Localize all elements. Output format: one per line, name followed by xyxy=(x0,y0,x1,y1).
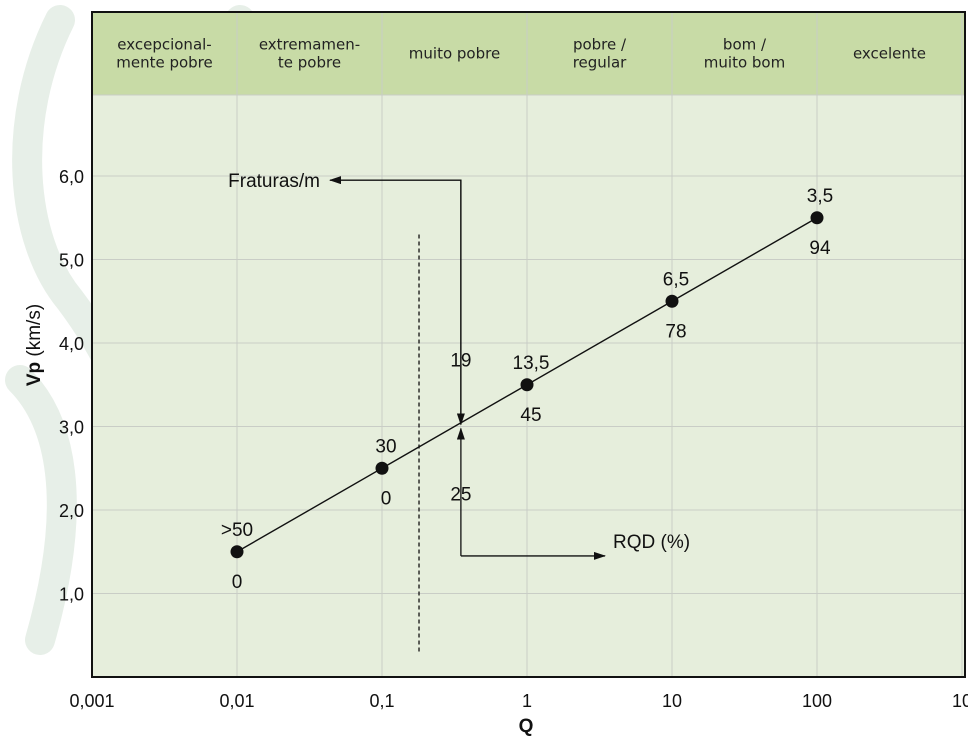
y-tick-label: 5,0 xyxy=(59,251,84,271)
quality-band-label: muito bom xyxy=(704,54,785,72)
plot-area xyxy=(92,12,965,677)
quality-band-header xyxy=(92,12,965,95)
x-tick-label: 10 xyxy=(662,691,682,711)
quality-band-label: te pobre xyxy=(278,54,341,72)
x-tick-label: 1 xyxy=(522,691,532,711)
y-tick-label: 2,0 xyxy=(59,501,84,521)
fraturas-value-label: 19 xyxy=(450,351,471,372)
quality-band-label: pobre / xyxy=(573,36,627,54)
rqd-point-label: 94 xyxy=(809,238,831,259)
rqd-point-label: 45 xyxy=(520,405,541,426)
quality-band-label: regular xyxy=(573,54,627,72)
quality-band-label: excepcional- xyxy=(117,36,211,54)
x-tick-label: 0,01 xyxy=(219,691,254,711)
x-tick-label: 0,001 xyxy=(69,691,114,711)
data-point xyxy=(520,378,534,392)
y-tick-label: 4,0 xyxy=(59,334,84,354)
quality-band-label: muito pobre xyxy=(409,45,500,63)
y-axis-title: Vp (km/s) xyxy=(24,304,45,386)
quality-band-label: extremamen- xyxy=(259,36,360,54)
quality-band-label: excelente xyxy=(853,45,926,63)
rqd-value-label: 25 xyxy=(450,484,471,505)
data-point xyxy=(375,461,389,475)
x-tick-label: 10 xyxy=(952,691,968,711)
data-point xyxy=(230,545,244,559)
data-point xyxy=(810,211,824,225)
fraturas-point-label: >50 xyxy=(221,520,253,541)
y-tick-label: 3,0 xyxy=(59,418,84,438)
x-axis-title: Q xyxy=(519,716,534,737)
y-tick-label: 1,0 xyxy=(59,585,84,605)
x-tick-label: 0,1 xyxy=(369,691,394,711)
x-tick-label: 100 xyxy=(802,691,832,711)
quality-band-label: bom / xyxy=(723,36,767,54)
fraturas-point-label: 30 xyxy=(375,436,396,457)
rqd-point-label: 78 xyxy=(665,321,686,342)
data-point xyxy=(665,294,679,308)
fraturas-point-label: 3,5 xyxy=(807,186,833,207)
rqd-point-label: 0 xyxy=(232,572,243,593)
fraturas-point-label: 13,5 xyxy=(513,353,550,374)
rqd-arrow-label: RQD (%) xyxy=(613,532,690,553)
y-tick-label: 6,0 xyxy=(59,167,84,187)
fraturas-point-label: 6,5 xyxy=(663,269,689,290)
rqd-point-label: 0 xyxy=(381,488,392,509)
quality-band-label: mente pobre xyxy=(116,54,213,72)
fraturas-arrow-label: Fraturas/m xyxy=(228,171,320,192)
plot-frame xyxy=(91,11,966,678)
